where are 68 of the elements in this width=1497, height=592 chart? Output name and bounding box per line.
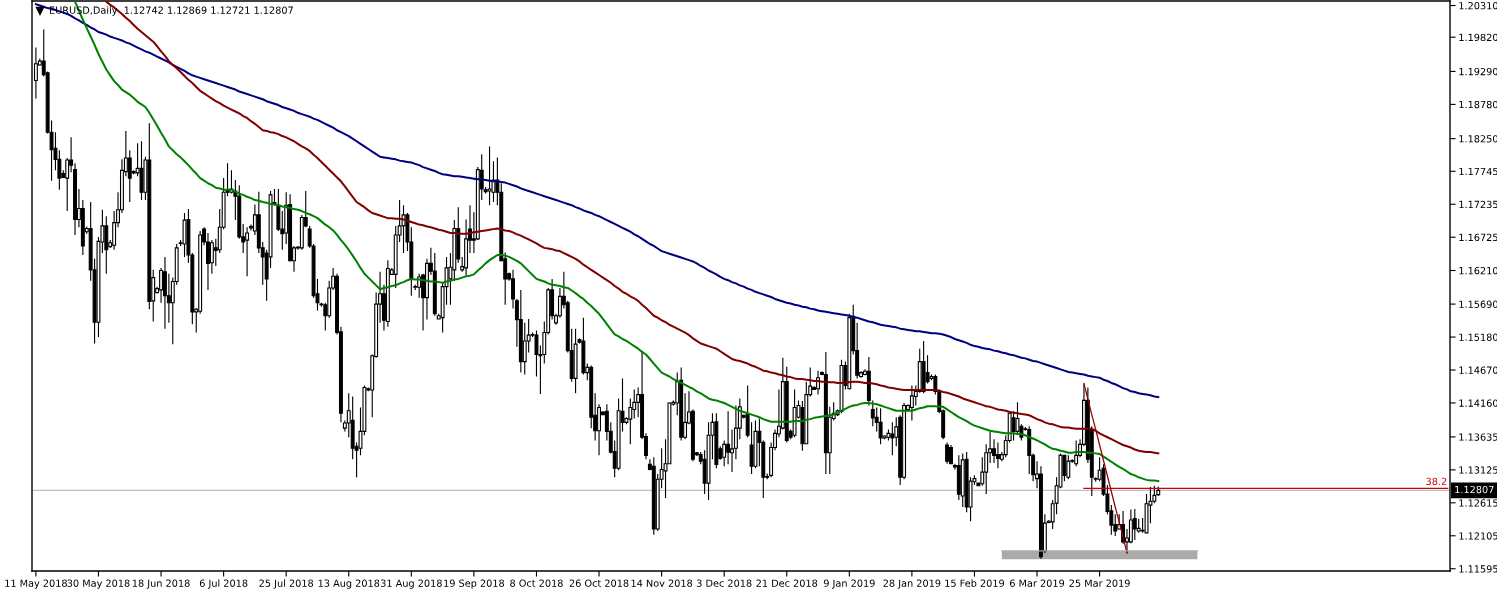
x-tick-label: 19 Sep 2018 — [444, 579, 505, 589]
y-tick-label: 1.11595 — [1459, 565, 1497, 573]
y-tick-label: 1.15690 — [1459, 300, 1497, 308]
candlestick — [839, 359, 844, 414]
y-tick-label: 1.17745 — [1459, 167, 1497, 176]
x-tick-label: 13 Aug 2018 — [318, 579, 380, 589]
y-tick-label: 1.13635 — [1459, 433, 1497, 441]
x-tick-label: 28 Jan 2019 — [883, 579, 941, 589]
candlestick — [385, 259, 390, 328]
line-series — [1083, 382, 1128, 554]
candlestick — [581, 317, 586, 376]
x-tick-label: 6 Mar 2019 — [1009, 579, 1065, 587]
candlestick — [792, 388, 797, 438]
y-tick-label: 1.13125 — [1459, 466, 1497, 474]
candlestick — [909, 384, 914, 421]
x-tick-label: 31 Aug 2018 — [380, 579, 442, 589]
x-tick-label: 21 Dec 2018 — [756, 579, 818, 587]
x-tick-label: 15 Feb 2019 — [945, 579, 1005, 587]
y-tick-label: 1.15180 — [1459, 333, 1497, 341]
candlestick — [949, 444, 953, 465]
x-tick-label: 30 May 2018 — [67, 579, 130, 589]
candlestick — [1038, 465, 1043, 560]
candlestick — [162, 256, 167, 330]
y-tick-label: 1.12105 — [1459, 532, 1497, 540]
candlestick — [960, 452, 965, 508]
x-tick-label: 14 Nov 2018 — [631, 579, 693, 587]
candlestick — [401, 204, 406, 254]
candlestick — [823, 351, 828, 475]
candlestick — [487, 145, 492, 206]
candlestick — [878, 407, 883, 445]
x-tick-label: 8 Oct 2018 — [510, 579, 563, 587]
y-tick-label: 1.20310 — [1459, 2, 1497, 10]
candlestick — [245, 226, 250, 277]
candlestick — [651, 456, 656, 536]
x-tick-label: 25 Jul 2018 — [259, 579, 314, 589]
y-tick-label: 1.19820 — [1459, 33, 1497, 42]
y-tick-label: 1.19290 — [1459, 67, 1497, 76]
candlestick — [921, 340, 926, 394]
ref-line-label: 1.12807 — [1455, 485, 1494, 494]
y-tick-label: 1.17235 — [1459, 200, 1497, 209]
x-tick-label: 6 Jul 2018 — [199, 579, 248, 589]
candlestick — [714, 412, 719, 469]
y-tick-label: 1.14670 — [1459, 366, 1497, 374]
line-series — [34, 3, 1160, 399]
candlestick — [945, 441, 950, 465]
x-tick-label: 18 Jun 2018 — [132, 579, 190, 589]
candlestick — [679, 366, 684, 442]
y-tick-label: 1.16210 — [1459, 266, 1497, 275]
x-tick-label: 11 May 2018 — [5, 579, 67, 589]
candlestick — [432, 252, 437, 317]
y-tick-label: 1.18780 — [1459, 100, 1497, 109]
y-tick-label: 1.12615 — [1459, 499, 1497, 507]
y-tick-label: 1.14160 — [1459, 399, 1497, 407]
candlestick — [995, 441, 1000, 469]
candlestick — [573, 328, 578, 394]
y-tick-label: 1.16725 — [1459, 233, 1497, 242]
x-tick-label: 25 Mar 2019 — [1069, 579, 1130, 587]
x-tick-label: 9 Jan 2019 — [823, 579, 875, 589]
candlestick — [1074, 439, 1079, 467]
y-tick-label: 1.18250 — [1459, 135, 1497, 143]
candlestick — [1066, 454, 1071, 480]
x-tick-label: 26 Oct 2018 — [569, 579, 629, 587]
candlestick — [890, 421, 895, 456]
candlestick — [518, 289, 523, 374]
candlestick — [139, 140, 144, 201]
annotation: 38.2 — [1426, 477, 1447, 486]
x-tick-label: 3 Dec 2018 — [696, 579, 752, 587]
candlestick — [1132, 508, 1137, 541]
